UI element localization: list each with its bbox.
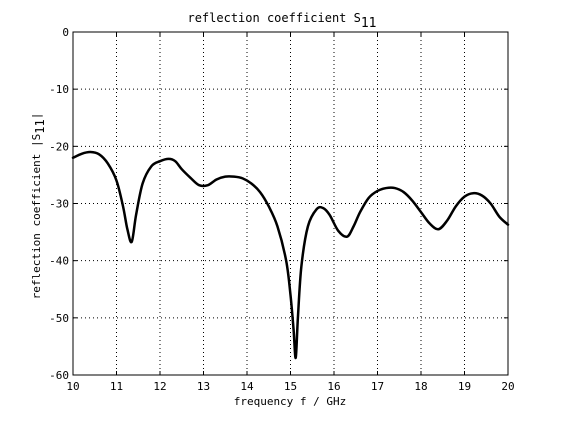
y-tick-label: -50	[49, 312, 69, 325]
y-tick-label: -20	[49, 140, 69, 153]
chart-title: reflection coefficient S11	[187, 11, 376, 31]
x-tick-label: 12	[153, 380, 166, 393]
chart-title-main: reflection coefficient S	[187, 11, 360, 25]
x-tick-label: 15	[284, 380, 297, 393]
y-tick-label: -40	[49, 255, 69, 268]
axis-ticks	[72, 31, 509, 376]
y-axis-label-subscript: 11	[33, 119, 47, 133]
x-tick-label: 13	[197, 380, 210, 393]
chart-title-subscript: 11	[361, 16, 377, 31]
series-line-s11	[71, 150, 510, 360]
x-tick-label: 14	[240, 380, 254, 393]
x-tick-label: 11	[110, 380, 123, 393]
x-axis-label: frequency f / GHz	[234, 395, 347, 408]
x-tick-label: 19	[458, 380, 471, 393]
x-tick-label: 20	[501, 380, 514, 393]
x-tick-label: 10	[66, 380, 79, 393]
grid-lines	[73, 32, 508, 375]
x-tick-labels: 10 11 12 13 14 15 16 17 18 19 20	[66, 380, 514, 393]
x-tick-label: 16	[327, 380, 340, 393]
y-tick-label: -10	[49, 83, 69, 96]
series-group	[71, 150, 510, 360]
x-tick-label: 17	[371, 380, 384, 393]
x-tick-label: 18	[414, 380, 427, 393]
y-axis-label: reflection coefficient |S11|	[30, 113, 47, 300]
y-tick-labels: 0 -10 -20 -30 -40 -50 -60	[49, 26, 69, 382]
y-tick-label: -60	[49, 369, 69, 382]
y-axis-label-main: reflection coefficient |S	[30, 134, 43, 300]
y-axis-label-end: |	[30, 113, 43, 120]
y-tick-label: 0	[62, 26, 69, 39]
y-tick-label: -30	[49, 198, 69, 211]
